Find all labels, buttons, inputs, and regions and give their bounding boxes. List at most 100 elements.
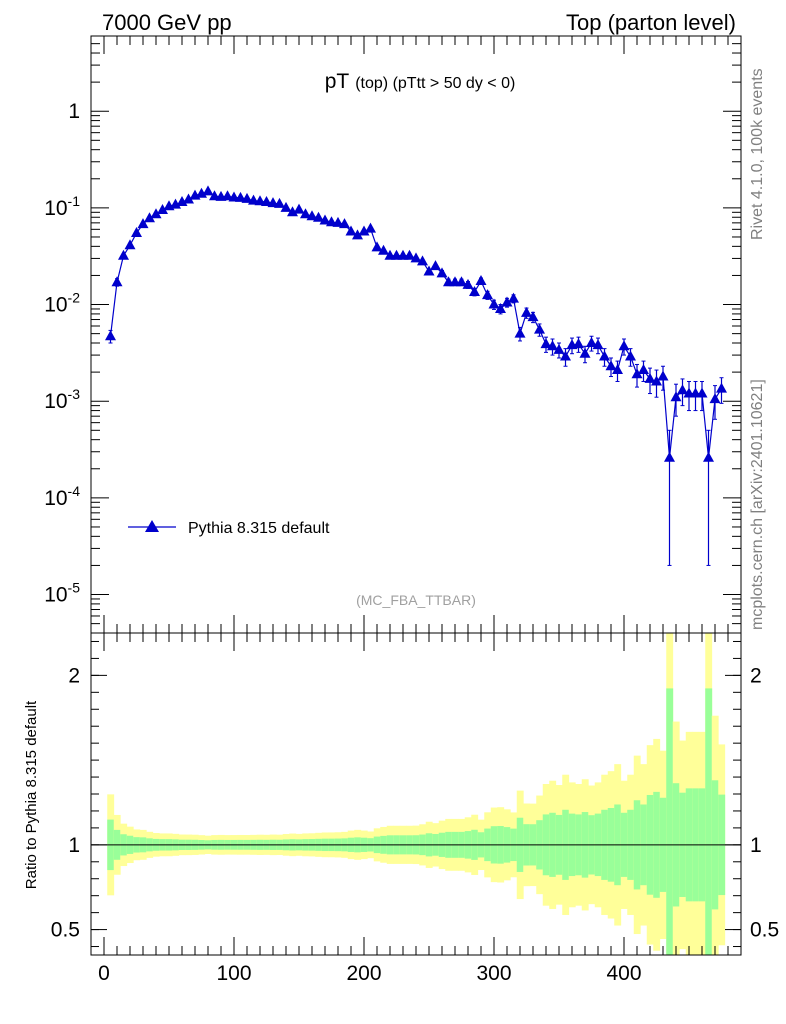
legend: Pythia 8.315 default (128, 520, 330, 537)
y-tick-label: 10-3 (44, 386, 80, 413)
data-point (417, 255, 428, 266)
data-point (345, 225, 357, 236)
data-point (599, 350, 610, 361)
analysis-label: (MC_FBA_TTBAR) (356, 592, 476, 608)
data-point (540, 338, 552, 349)
data-point (592, 339, 604, 350)
data-point (553, 343, 565, 354)
data-point (222, 190, 233, 201)
data-point (579, 347, 591, 358)
y-tick-label: 10-5 (44, 580, 80, 607)
header-left: 7000 GeV pp (102, 10, 232, 35)
data-point (423, 265, 435, 276)
data-point (300, 208, 311, 219)
data-point (248, 194, 259, 205)
header-right: Top (parton level) (566, 10, 736, 35)
data-point (560, 350, 571, 361)
data-point (709, 393, 721, 404)
data-point (495, 302, 506, 313)
data-point (475, 275, 487, 286)
data-point (202, 185, 214, 196)
data-point (371, 241, 383, 252)
band-inner (705, 688, 713, 955)
ratio-frame (90, 632, 742, 956)
y-tick-label: 10-2 (44, 290, 80, 317)
data-point (670, 391, 682, 402)
data-point (514, 327, 526, 338)
data-point (358, 225, 370, 236)
data-point (365, 222, 376, 233)
data-point (287, 206, 298, 217)
data-point (436, 267, 448, 278)
data-point (612, 364, 623, 375)
data-point (527, 311, 539, 322)
data-point (111, 276, 123, 287)
data-point (319, 214, 331, 225)
data-point (306, 210, 318, 221)
data-point (274, 197, 285, 208)
ratio-y-tick-label-right: 1 (750, 834, 762, 857)
data-point (105, 330, 116, 341)
data-point (124, 239, 136, 250)
data-point (157, 204, 168, 215)
legend-marker-triangle (145, 520, 159, 532)
data-point (501, 296, 513, 307)
data-point (547, 340, 558, 351)
plot-title: pT (top) (pTtt > 50 dy < 0) (325, 70, 516, 93)
band-inner (666, 688, 674, 955)
ratio-y-tick-label-right: 0.5 (750, 919, 779, 942)
data-point (521, 306, 532, 317)
data-point (651, 375, 662, 386)
data-series (105, 185, 727, 566)
data-point (118, 249, 129, 260)
y-tick-label: 1 (68, 100, 80, 123)
data-point (703, 451, 714, 462)
data-point (508, 292, 519, 303)
mcplots-label: mcplots.cern.ch [arXiv:2401.10621] (749, 379, 766, 630)
ratio-y-tick-label: 1 (68, 834, 80, 857)
data-point (352, 229, 363, 240)
ratio-y-tick-label: 0.5 (51, 919, 80, 942)
data-point (605, 360, 617, 371)
data-point (254, 195, 266, 206)
data-point (430, 260, 441, 271)
data-point (150, 208, 162, 219)
legend-label: Pythia 8.315 default (188, 520, 330, 537)
data-point (170, 198, 181, 209)
ratio-y-tick-label-right: 2 (750, 664, 762, 687)
data-point (664, 451, 675, 462)
ratio-bands (107, 633, 726, 955)
data-point (456, 276, 467, 287)
data-point (625, 350, 636, 361)
y-axis-top: 10-5 10-4 10-3 10-2 10-1 1 (44, 35, 741, 634)
data-point (657, 370, 669, 381)
x-tick-label: 200 (346, 962, 381, 985)
series-line (109, 190, 723, 458)
data-point (241, 192, 253, 203)
data-point (313, 211, 324, 222)
main-plot-panel: pT (top) (pTtt > 50 dy < 0) (MC_FBA_TTBAR… (44, 35, 742, 634)
x-tick-label: 300 (476, 962, 511, 985)
x-tick-label: 0 (98, 962, 110, 985)
data-point (183, 193, 194, 204)
data-point (462, 278, 474, 289)
rivet-label: Rivet 4.1.0, 100k events (749, 68, 766, 240)
data-point (586, 337, 597, 348)
data-point (235, 191, 246, 202)
y-tick-label: 10-1 (44, 193, 80, 220)
ratio-panel: 0.5 0.5 1 1 2 2 0 100 200 300 400 Ratio to Pythia … (23, 36, 779, 985)
y-tick-label: 10-4 (44, 483, 80, 510)
data-point (280, 201, 292, 212)
data-point (618, 340, 630, 351)
data-point (404, 249, 415, 260)
data-point (644, 372, 656, 383)
ratio-axes: 0.5 0.5 1 1 2 2 0 100 200 300 400 (51, 36, 779, 985)
data-point (339, 218, 350, 229)
data-point (144, 212, 155, 223)
x-tick-label: 400 (606, 962, 641, 985)
ratio-y-tick-label: 2 (68, 664, 80, 687)
data-point (716, 382, 727, 393)
data-point (638, 364, 649, 375)
data-point (482, 289, 493, 300)
